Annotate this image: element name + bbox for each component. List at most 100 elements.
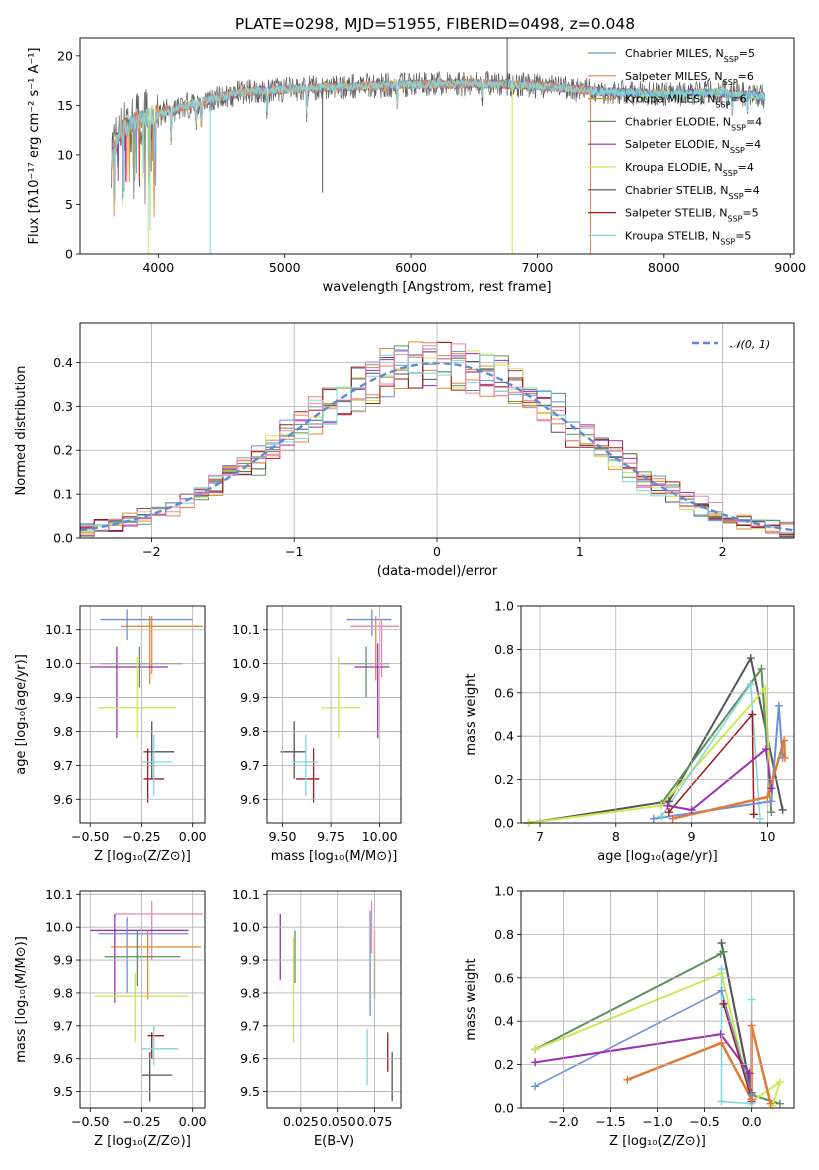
y-tick-label: 9.5 [53, 1084, 73, 1099]
y-tick-label: 10.0 [45, 656, 73, 671]
x-axis-label: wavelength [Angstrom, rest frame] [323, 280, 552, 295]
plus-marker [746, 680, 755, 689]
y-tick-label: 0.4 [494, 729, 514, 744]
plus-marker [761, 684, 770, 693]
errorbar-point [143, 721, 175, 779]
x-tick-label: −2 [142, 544, 160, 559]
y-axis-label: age [log₁₀(age/yr)] [14, 654, 29, 775]
plus-marker [746, 654, 755, 663]
x-tick-label: 0.075 [357, 1114, 393, 1129]
plus-marker [767, 784, 776, 793]
errorbar-point [125, 616, 203, 684]
x-tick-label: 10.00 [362, 829, 398, 844]
errorbar-point [90, 914, 189, 1003]
legend-entry: 𝒩(0, 1) [730, 338, 770, 351]
legend-entry: Kroupa MILES, NSSP=6 [625, 93, 747, 110]
plot-area [111, 38, 766, 254]
plus-marker [687, 805, 696, 814]
x-tick-label: −1.0 [642, 1114, 672, 1129]
x-tick-label: 7000 [522, 260, 554, 275]
weight-series-chabrier_miles [653, 704, 784, 820]
y-tick-label: 10.0 [232, 656, 260, 671]
axes-frame [266, 605, 402, 824]
axes-frame [266, 890, 402, 1109]
plot-area [528, 657, 787, 823]
legend-entry: Salpeter ELODIE, NSSP=4 [625, 138, 761, 155]
errorbar-point [280, 721, 306, 779]
y-tick-label: 0.6 [494, 685, 514, 700]
panel-age_vs_Z: −0.50 −0.25 0.00 9.6 9.7 9.8 9.9 10.0 10.1 Z [log… [14, 605, 207, 864]
y-tick-label: 9.7 [240, 1018, 260, 1033]
y-tick-label: 0 [65, 247, 73, 262]
plus-marker [780, 736, 789, 745]
y-tick-label: 0.3 [53, 399, 73, 414]
plus-marker [668, 814, 677, 823]
x-axis-label: (data-model)/error [377, 564, 498, 579]
plus-marker [780, 753, 789, 762]
y-tick-label: 0.8 [494, 927, 514, 942]
y-tick-label: 9.6 [240, 792, 260, 807]
y-tick-label: 0.6 [494, 970, 514, 985]
x-tick-label: −0.50 [71, 829, 109, 844]
plus-marker [775, 1099, 784, 1108]
y-tick-label: 9.7 [240, 758, 260, 773]
plus-marker [749, 810, 758, 819]
x-tick-label: 0.00 [179, 1114, 207, 1129]
y-tick-label: 0.8 [494, 642, 514, 657]
plus-marker [717, 1097, 726, 1106]
y-tick-label: 0.0 [494, 1101, 514, 1116]
x-tick-label: 0 [433, 544, 441, 559]
x-tick-label: 6000 [395, 260, 427, 275]
x-tick-label: 10 [760, 829, 776, 844]
plus-marker [774, 701, 783, 710]
errorbar-point [104, 930, 181, 987]
y-tick-label: 10.1 [232, 887, 260, 902]
x-tick-label: 2 [719, 544, 727, 559]
legend-entry: Kroupa STELIB, NSSP=5 [625, 229, 751, 246]
spectrum-line-kroupa_stelib [111, 78, 766, 231]
y-tick-label: 10 [57, 147, 73, 162]
y-tick-label: 9.9 [240, 690, 260, 705]
errorbar-point [120, 616, 203, 674]
plus-marker [719, 947, 728, 956]
plus-marker [747, 1095, 756, 1104]
plus-marker [531, 1058, 540, 1067]
axes-frame [520, 890, 795, 1109]
x-tick-label: −0.25 [122, 829, 160, 844]
plot-area [279, 900, 393, 1102]
legend-entry: Salpeter STELIB, NSSP=5 [625, 207, 759, 224]
errorbar-point [98, 917, 189, 993]
y-axis-label: mass weight [464, 673, 479, 755]
y-tick-label: 9.9 [53, 953, 73, 968]
plus-marker [755, 814, 764, 823]
plus-marker [747, 995, 756, 1004]
y-tick-label: 10.0 [45, 920, 73, 935]
x-axis-label: mass [log₁₀(M/M⊙)] [271, 849, 398, 864]
x-tick-label: 7 [536, 829, 544, 844]
y-tick-label: 20 [57, 48, 73, 63]
plus-marker [717, 939, 726, 948]
errorbar-point [141, 1025, 179, 1066]
y-tick-label: 0.4 [53, 355, 73, 370]
axes-frame [79, 605, 206, 824]
y-tick-label: 1.0 [494, 884, 514, 899]
y-axis-label: Normed distribution [14, 366, 29, 496]
x-tick-label: 8000 [648, 260, 680, 275]
plus-marker [766, 1099, 775, 1108]
x-tick-label: 0.0 [742, 1114, 762, 1129]
weight-series-salpeter_stelib [722, 1003, 753, 1100]
plus-marker [717, 986, 726, 995]
plus-marker [775, 1077, 784, 1086]
errorbar-point [346, 609, 392, 637]
x-tick-label: −1.5 [595, 1114, 625, 1129]
y-tick-label: 10.1 [45, 622, 73, 637]
panel-mass_vs_Z: −0.50 −0.25 0.00 9.5 9.6 9.7 9.8 9.9 10.0 10.1 Z [… [14, 887, 207, 1149]
legend-entry: Chabrier STELIB, NSSP=4 [625, 184, 760, 201]
panel-weight_vs_age: 7 8 9 10 0.0 0.2 0.4 0.6 0.8 1.0 age [log₁₀(age/yr… [464, 599, 795, 864]
y-tick-label: 9.6 [53, 1051, 73, 1066]
x-tick-label: −0.5 [689, 1114, 719, 1129]
plus-marker [531, 1082, 540, 1091]
y-tick-label: 9.8 [240, 724, 260, 739]
x-axis-label: age [log₁₀(age/yr)] [597, 849, 718, 864]
plus-marker [747, 1021, 756, 1030]
